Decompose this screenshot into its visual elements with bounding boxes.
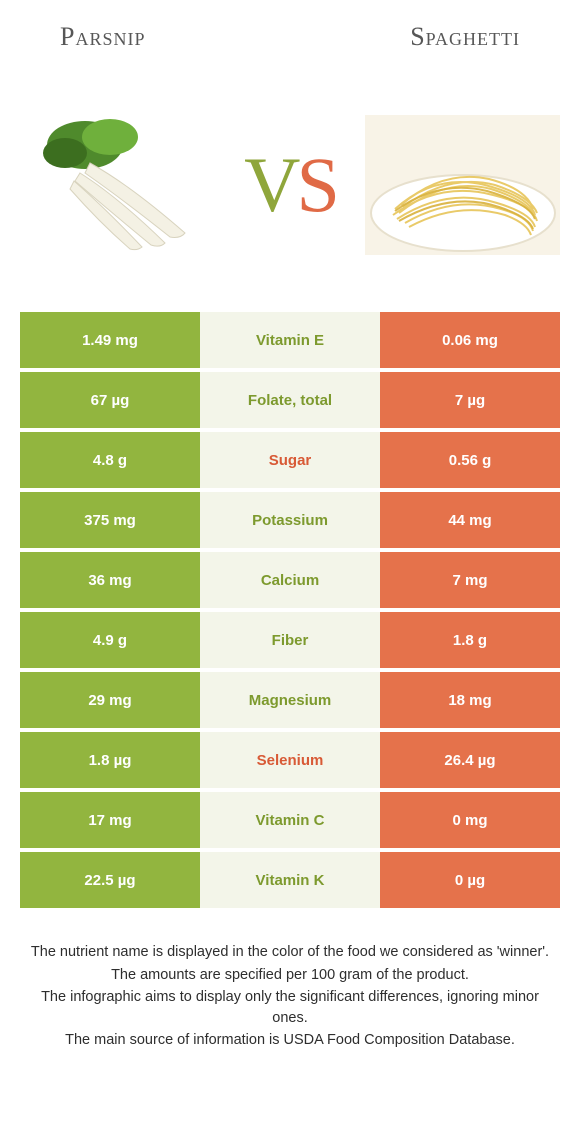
left-value: 1.49 mg bbox=[20, 312, 200, 368]
comparison-infographic: Parsnip Spaghetti VS bbox=[0, 0, 580, 1144]
right-value: 18 mg bbox=[380, 672, 560, 728]
nutrient-row: 4.9 gFiber1.8 g bbox=[20, 612, 560, 668]
spaghetti-image bbox=[365, 115, 560, 255]
footnote-line: The main source of information is USDA F… bbox=[30, 1030, 550, 1051]
footnotes: The nutrient name is displayed in the co… bbox=[30, 942, 550, 1051]
vs-s-letter: S bbox=[296, 141, 335, 228]
left-value: 29 mg bbox=[20, 672, 200, 728]
nutrient-row: 29 mgMagnesium18 mg bbox=[20, 672, 560, 728]
right-value: 1.8 g bbox=[380, 612, 560, 668]
nutrient-name: Calcium bbox=[200, 552, 380, 608]
vs-v-letter: V bbox=[244, 141, 296, 228]
nutrient-name: Potassium bbox=[200, 492, 380, 548]
left-value: 4.9 g bbox=[20, 612, 200, 668]
nutrient-table: 1.49 mgVitamin E0.06 mg67 µgFolate, tota… bbox=[20, 312, 560, 908]
nutrient-name: Vitamin E bbox=[200, 312, 380, 368]
nutrient-name: Selenium bbox=[200, 732, 380, 788]
titles-row: Parsnip Spaghetti bbox=[0, 0, 580, 62]
left-value: 375 mg bbox=[20, 492, 200, 548]
left-value: 22.5 µg bbox=[20, 852, 200, 908]
right-value: 0 µg bbox=[380, 852, 560, 908]
nutrient-row: 1.8 µgSelenium26.4 µg bbox=[20, 732, 560, 788]
hero-row: VS bbox=[0, 62, 580, 294]
nutrient-row: 17 mgVitamin C0 mg bbox=[20, 792, 560, 848]
left-value: 1.8 µg bbox=[20, 732, 200, 788]
right-value: 7 mg bbox=[380, 552, 560, 608]
right-food-title: Spaghetti bbox=[410, 22, 520, 52]
nutrient-row: 375 mgPotassium44 mg bbox=[20, 492, 560, 548]
nutrient-row: 36 mgCalcium7 mg bbox=[20, 552, 560, 608]
nutrient-row: 1.49 mgVitamin E0.06 mg bbox=[20, 312, 560, 368]
nutrient-name: Fiber bbox=[200, 612, 380, 668]
left-food-title: Parsnip bbox=[60, 22, 145, 52]
nutrient-name: Folate, total bbox=[200, 372, 380, 428]
nutrient-name: Vitamin C bbox=[200, 792, 380, 848]
left-value: 36 mg bbox=[20, 552, 200, 608]
nutrient-name: Sugar bbox=[200, 432, 380, 488]
parsnip-image bbox=[20, 115, 215, 255]
footnote-line: The nutrient name is displayed in the co… bbox=[30, 942, 550, 963]
right-value: 44 mg bbox=[380, 492, 560, 548]
nutrient-row: 67 µgFolate, total7 µg bbox=[20, 372, 560, 428]
left-value: 67 µg bbox=[20, 372, 200, 428]
right-value: 0.56 g bbox=[380, 432, 560, 488]
right-value: 26.4 µg bbox=[380, 732, 560, 788]
nutrient-row: 4.8 gSugar0.56 g bbox=[20, 432, 560, 488]
nutrient-name: Vitamin K bbox=[200, 852, 380, 908]
left-value: 4.8 g bbox=[20, 432, 200, 488]
vs-label: VS bbox=[244, 146, 336, 224]
nutrient-row: 22.5 µgVitamin K0 µg bbox=[20, 852, 560, 908]
right-value: 7 µg bbox=[380, 372, 560, 428]
right-value: 0.06 mg bbox=[380, 312, 560, 368]
left-value: 17 mg bbox=[20, 792, 200, 848]
nutrient-name: Magnesium bbox=[200, 672, 380, 728]
footnote-line: The infographic aims to display only the… bbox=[30, 987, 550, 1028]
right-value: 0 mg bbox=[380, 792, 560, 848]
footnote-line: The amounts are specified per 100 gram o… bbox=[30, 965, 550, 986]
